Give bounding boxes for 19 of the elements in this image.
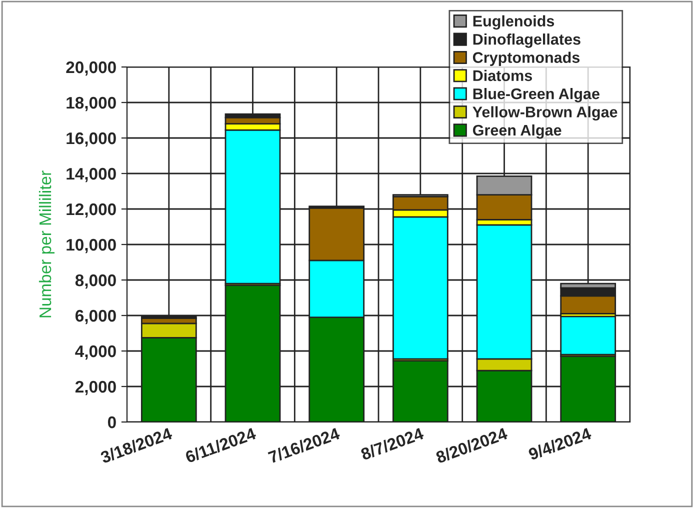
y-tick-label: 18,000 xyxy=(66,96,116,112)
legend-label: Green Algae xyxy=(472,124,562,139)
y-tick-label: 4,000 xyxy=(75,345,116,360)
y-axis-title: Number per Milliliter xyxy=(38,170,54,318)
legend-label: Cryptomonads xyxy=(472,52,580,66)
y-tick-label: 2,000 xyxy=(75,380,116,396)
legend-label: Euglenoids xyxy=(473,15,554,30)
y-tick-label: 6,000 xyxy=(75,310,116,324)
y-tick-label: 16,000 xyxy=(66,132,116,147)
y-tick-label: 0 xyxy=(108,416,116,428)
y-tick-label: 14,000 xyxy=(66,168,116,182)
legend-label: Dinoflagellates xyxy=(473,34,580,48)
y-tick-label: 10,000 xyxy=(66,238,116,254)
y-tick-label: 8,000 xyxy=(75,274,116,289)
y-tick-label: 20,000 xyxy=(66,61,116,76)
legend-label: Diatoms xyxy=(473,70,532,82)
y-tick-label: 12,000 xyxy=(66,203,116,218)
legend-label: Blue-Green Algae xyxy=(473,88,600,102)
legend-label: Yellow-Brown Algae xyxy=(472,106,618,121)
